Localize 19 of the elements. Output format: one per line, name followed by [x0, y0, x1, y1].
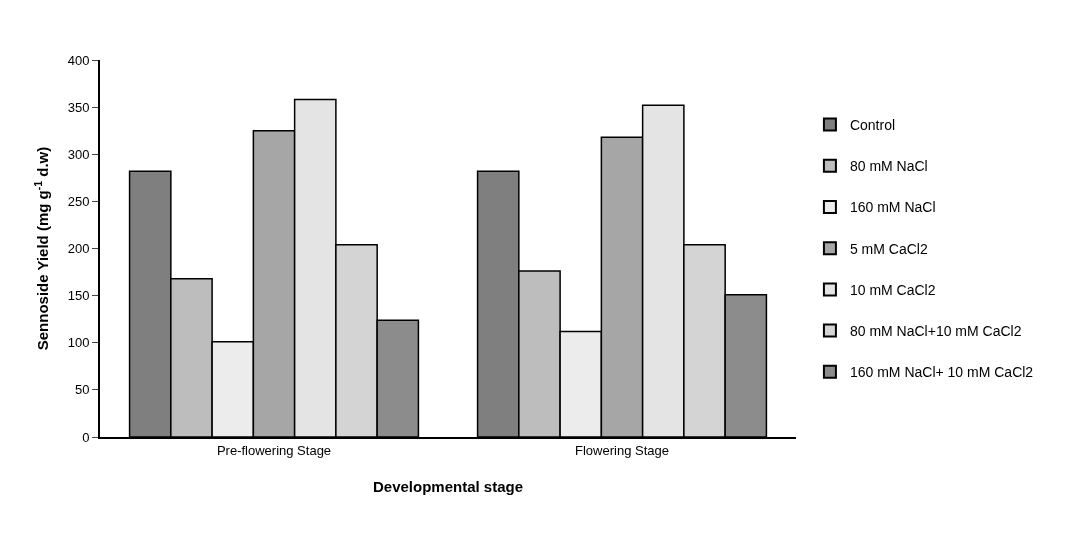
y-tick-label: 250 [67, 193, 90, 209]
x-axis-title: Developmental stage [372, 478, 524, 496]
legend-label: Control [849, 117, 896, 134]
legend-label: 160 mM NaCl [849, 199, 936, 216]
x-tick-label: Flowering Stage [575, 442, 669, 458]
legend-label: 5 mM CaCl2 [849, 240, 928, 257]
y-tick-label: 150 [67, 288, 90, 304]
y-tick-label: 0 [82, 429, 90, 445]
y-tick-label: 50 [74, 382, 90, 398]
y-tick-label: 400 [67, 52, 90, 68]
legend-label: 10 mM CaCl2 [849, 281, 936, 298]
legend-label: 80 mM NaCl [849, 158, 928, 175]
y-tick-label: 200 [67, 241, 90, 257]
x-tick-label: Pre-flowering Stage [216, 442, 332, 458]
legend-label: 160 mM NaCl+ 10 mM CaCl2 [849, 364, 1034, 381]
y-tick-label: 300 [67, 146, 90, 162]
legend-label: 80 mM NaCl+10 mM CaCl2 [849, 323, 1022, 340]
y-tick-label: 350 [67, 99, 90, 115]
y-tick-label: 100 [67, 335, 90, 351]
